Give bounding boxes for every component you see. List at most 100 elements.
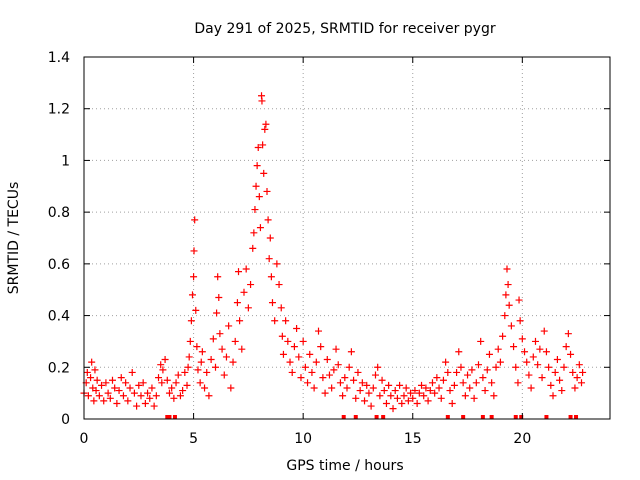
data-point <box>273 260 281 268</box>
data-point <box>183 381 191 389</box>
data-point <box>256 224 264 232</box>
data-point <box>439 376 447 384</box>
data-point <box>290 343 298 351</box>
gap-marker <box>480 415 485 419</box>
data-point <box>225 322 233 330</box>
data-point <box>253 162 261 170</box>
data-point <box>159 366 167 374</box>
data-point <box>163 376 171 384</box>
data-point <box>431 389 439 397</box>
data-point <box>325 371 333 379</box>
data-point <box>254 144 262 151</box>
data-point <box>161 356 169 364</box>
data-point <box>213 309 221 317</box>
data-point <box>556 376 564 384</box>
data-point <box>286 358 294 366</box>
data-point <box>481 387 489 395</box>
data-point <box>564 330 572 338</box>
data-point <box>437 394 445 402</box>
data-point <box>444 368 452 376</box>
data-point <box>95 392 103 400</box>
data-point <box>295 353 303 361</box>
data-point <box>578 379 586 387</box>
data-point <box>365 389 373 397</box>
data-point <box>547 381 555 389</box>
y-tick-label: 1.2 <box>48 102 70 118</box>
data-point <box>503 265 511 273</box>
data-point <box>191 216 199 224</box>
gap-marker <box>519 415 524 419</box>
data-point <box>534 361 542 369</box>
data-point <box>124 397 132 405</box>
data-point <box>122 379 130 387</box>
data-point <box>144 389 152 397</box>
data-point <box>459 379 467 387</box>
data-point <box>141 399 149 407</box>
data-point <box>146 394 154 402</box>
gap-marker <box>445 415 450 419</box>
data-point <box>215 293 223 301</box>
data-point <box>404 397 412 405</box>
data-point <box>345 363 353 371</box>
data-point <box>229 358 237 366</box>
data-point <box>301 363 309 371</box>
data-point <box>259 141 267 149</box>
data-point <box>371 371 379 379</box>
data-point <box>130 389 138 397</box>
data-point <box>288 368 296 376</box>
gap-marker <box>167 415 172 419</box>
data-point <box>91 366 99 374</box>
data-point <box>525 371 533 379</box>
data-point <box>510 343 518 351</box>
y-tick-label: 0 <box>61 412 70 428</box>
data-point <box>435 384 443 392</box>
data-point <box>205 392 213 400</box>
data-point <box>92 387 100 395</box>
data-point <box>446 387 454 395</box>
x-tick-label: 10 <box>294 431 312 447</box>
data-point <box>391 387 399 395</box>
data-point <box>312 358 320 366</box>
data-point <box>250 229 258 237</box>
data-point <box>244 304 252 312</box>
data-points <box>80 92 587 419</box>
data-point <box>369 384 377 392</box>
data-point <box>453 368 461 376</box>
data-point <box>260 169 268 177</box>
data-point <box>261 125 269 133</box>
data-point <box>356 387 364 395</box>
data-point <box>186 337 194 345</box>
data-point <box>155 374 163 382</box>
data-point <box>433 374 441 382</box>
gap-marker <box>568 415 573 419</box>
data-point <box>378 376 386 384</box>
data-point <box>475 361 482 369</box>
data-point <box>363 381 371 389</box>
data-point <box>332 345 340 353</box>
data-point <box>128 368 136 376</box>
data-point <box>512 363 520 371</box>
data-point <box>579 368 587 376</box>
data-point <box>135 381 143 389</box>
data-point <box>531 337 539 345</box>
data-point <box>466 384 474 392</box>
data-point <box>352 394 360 402</box>
data-point <box>172 379 180 387</box>
data-point <box>507 322 515 330</box>
data-point <box>168 384 176 392</box>
data-point <box>514 379 522 387</box>
data-point <box>176 392 184 400</box>
data-point <box>396 381 404 389</box>
data-point <box>275 281 283 289</box>
data-point <box>542 348 550 356</box>
data-point <box>139 379 147 387</box>
data-point <box>529 353 537 361</box>
data-point <box>233 299 241 307</box>
data-point <box>284 337 292 345</box>
data-point <box>424 397 432 405</box>
data-point <box>343 384 351 392</box>
data-point <box>464 371 472 379</box>
data-point <box>190 273 198 281</box>
data-point <box>148 384 156 392</box>
data-point <box>569 368 577 376</box>
